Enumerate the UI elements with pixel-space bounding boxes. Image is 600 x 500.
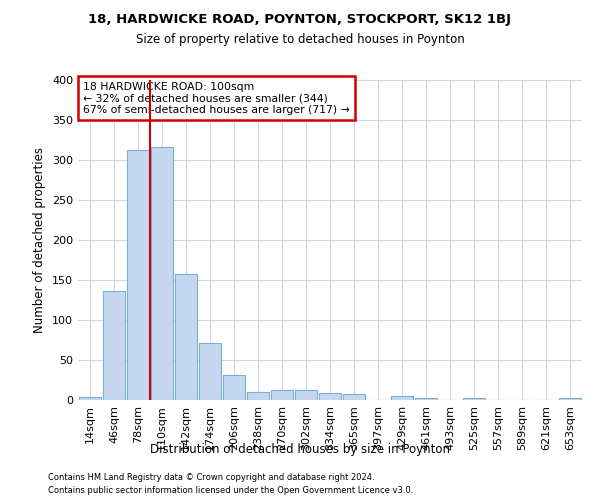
Bar <box>391 396 413 400</box>
Text: 18, HARDWICKE ROAD, POYNTON, STOCKPORT, SK12 1BJ: 18, HARDWICKE ROAD, POYNTON, STOCKPORT, … <box>89 12 511 26</box>
Text: Contains public sector information licensed under the Open Government Licence v3: Contains public sector information licen… <box>48 486 413 495</box>
Bar <box>319 393 341 400</box>
Bar <box>415 398 437 400</box>
Bar <box>175 274 197 400</box>
Bar <box>223 375 245 400</box>
Bar <box>559 398 581 400</box>
Bar <box>103 291 125 400</box>
Bar <box>79 397 101 400</box>
Bar <box>151 147 173 400</box>
Bar <box>463 398 485 400</box>
Bar <box>127 150 149 400</box>
Bar <box>247 392 269 400</box>
Text: Size of property relative to detached houses in Poynton: Size of property relative to detached ho… <box>136 32 464 46</box>
Bar <box>343 394 365 400</box>
Bar <box>199 343 221 400</box>
Text: Contains HM Land Registry data © Crown copyright and database right 2024.: Contains HM Land Registry data © Crown c… <box>48 472 374 482</box>
Text: Distribution of detached houses by size in Poynton: Distribution of detached houses by size … <box>150 442 450 456</box>
Y-axis label: Number of detached properties: Number of detached properties <box>34 147 46 333</box>
Bar <box>271 390 293 400</box>
Bar <box>295 390 317 400</box>
Text: 18 HARDWICKE ROAD: 100sqm
← 32% of detached houses are smaller (344)
67% of semi: 18 HARDWICKE ROAD: 100sqm ← 32% of detac… <box>83 82 350 115</box>
